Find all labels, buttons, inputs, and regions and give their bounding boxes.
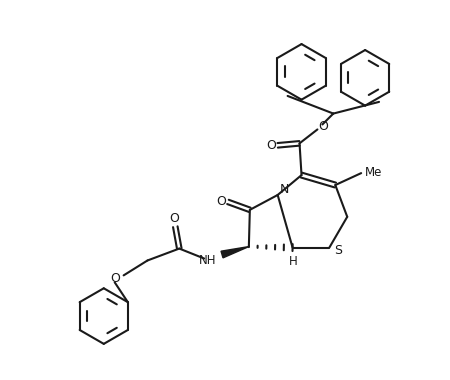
Text: O: O — [216, 195, 226, 208]
Text: O: O — [319, 120, 328, 133]
Polygon shape — [221, 247, 249, 258]
Text: S: S — [334, 244, 342, 257]
Text: O: O — [266, 139, 276, 152]
Text: NH: NH — [199, 254, 217, 267]
Text: O: O — [169, 212, 179, 225]
Text: H: H — [289, 255, 298, 268]
Text: Me: Me — [364, 166, 382, 179]
Text: O: O — [111, 272, 121, 285]
Text: N: N — [280, 182, 289, 195]
